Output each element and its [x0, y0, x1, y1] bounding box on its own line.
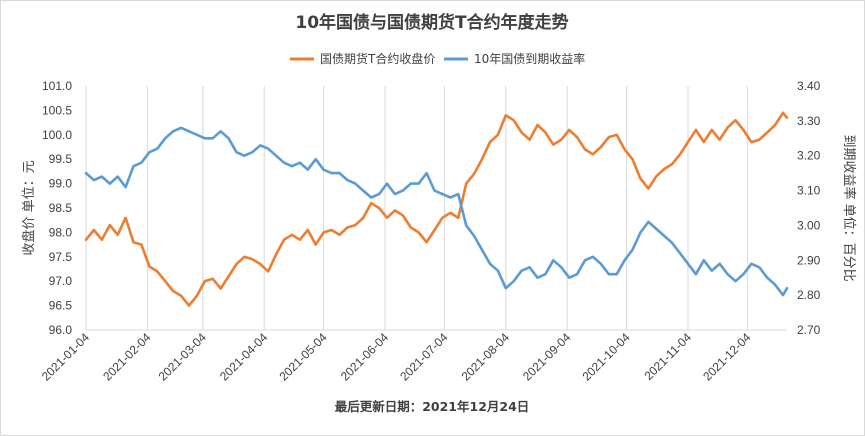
- x-tick-label: 2021-06-04: [338, 330, 392, 384]
- y-right-tick-label: 3.20: [797, 149, 821, 163]
- y-left-tick-label: 96.0: [49, 323, 73, 337]
- y-right-tick-label: 3.30: [797, 114, 821, 128]
- y-left-tick-label: 98.0: [49, 225, 73, 239]
- legend-label-yield: 10年国债到期收益率: [474, 51, 585, 66]
- chart-title: 10年国债与国债期货T合约年度走势: [295, 12, 568, 33]
- x-tick-label: 2021-03-04: [156, 330, 210, 384]
- x-tick-label: 2021-10-04: [579, 330, 633, 384]
- y-axis-right: 2.70 2.80 2.90 3.00 3.10 3.20 3.30 3.40: [797, 79, 821, 337]
- x-tick-label: 2021-12-04: [700, 330, 754, 384]
- y-right-tick-label: 3.00: [797, 218, 821, 232]
- legend-label-futures: 国债期货T合约收盘价: [320, 51, 435, 66]
- y-right-tick-label: 2.80: [797, 288, 821, 302]
- x-tick-label: 2021-02-04: [100, 330, 154, 384]
- x-tick-label: 2021-01-04: [39, 330, 93, 384]
- y-left-tick-label: 96.5: [49, 299, 73, 313]
- legend: 国债期货T合约收盘价 10年国债到期收益率: [290, 51, 585, 66]
- x-tick-label: 2021-07-04: [397, 330, 451, 384]
- x-tick-label: 2021-04-04: [217, 330, 271, 384]
- y-right-tick-label: 3.40: [797, 79, 821, 93]
- series-line-10y-yield: [84, 126, 789, 297]
- y-left-tick-label: 98.5: [49, 201, 73, 215]
- y-left-tick-label: 97.5: [49, 250, 73, 264]
- y-right-tick-label: 2.90: [797, 253, 821, 267]
- y-left-tick-label: 100.0: [42, 128, 72, 142]
- x-axis: 2021-01-04 2021-02-04 2021-03-04 2021-04-04…: [39, 330, 754, 384]
- series-line-futures-close: [84, 111, 789, 307]
- y-axis-right-title: 到期收益率 单位：百分比: [841, 134, 857, 281]
- y-left-tick-label: 100.5: [42, 103, 72, 117]
- y-left-tick-label: 101.0: [42, 79, 72, 93]
- gridlines: [85, 86, 748, 330]
- y-axis-left: 96.0 96.5 97.0 97.5 98.0 98.5 99.0 99.5 100.0 100…: [42, 79, 72, 337]
- x-tick-label: 2021-11-04: [641, 330, 694, 383]
- x-tick-label: 2021-08-04: [459, 330, 513, 384]
- y-right-tick-label: 3.10: [797, 184, 821, 198]
- series-layer: [84, 111, 789, 307]
- x-tick-label: 2021-05-04: [276, 330, 330, 384]
- last-updated-footer: 最后更新日期：2021年12月24日: [335, 399, 530, 414]
- y-left-tick-label: 99.0: [49, 177, 73, 191]
- y-axis-left-title: 收盘价 单位：元: [21, 160, 37, 255]
- x-tick-label: 2021-09-04: [520, 330, 574, 384]
- y-left-tick-label: 97.0: [49, 274, 73, 288]
- y-right-tick-label: 2.70: [797, 323, 821, 337]
- y-left-tick-label: 99.5: [49, 152, 73, 166]
